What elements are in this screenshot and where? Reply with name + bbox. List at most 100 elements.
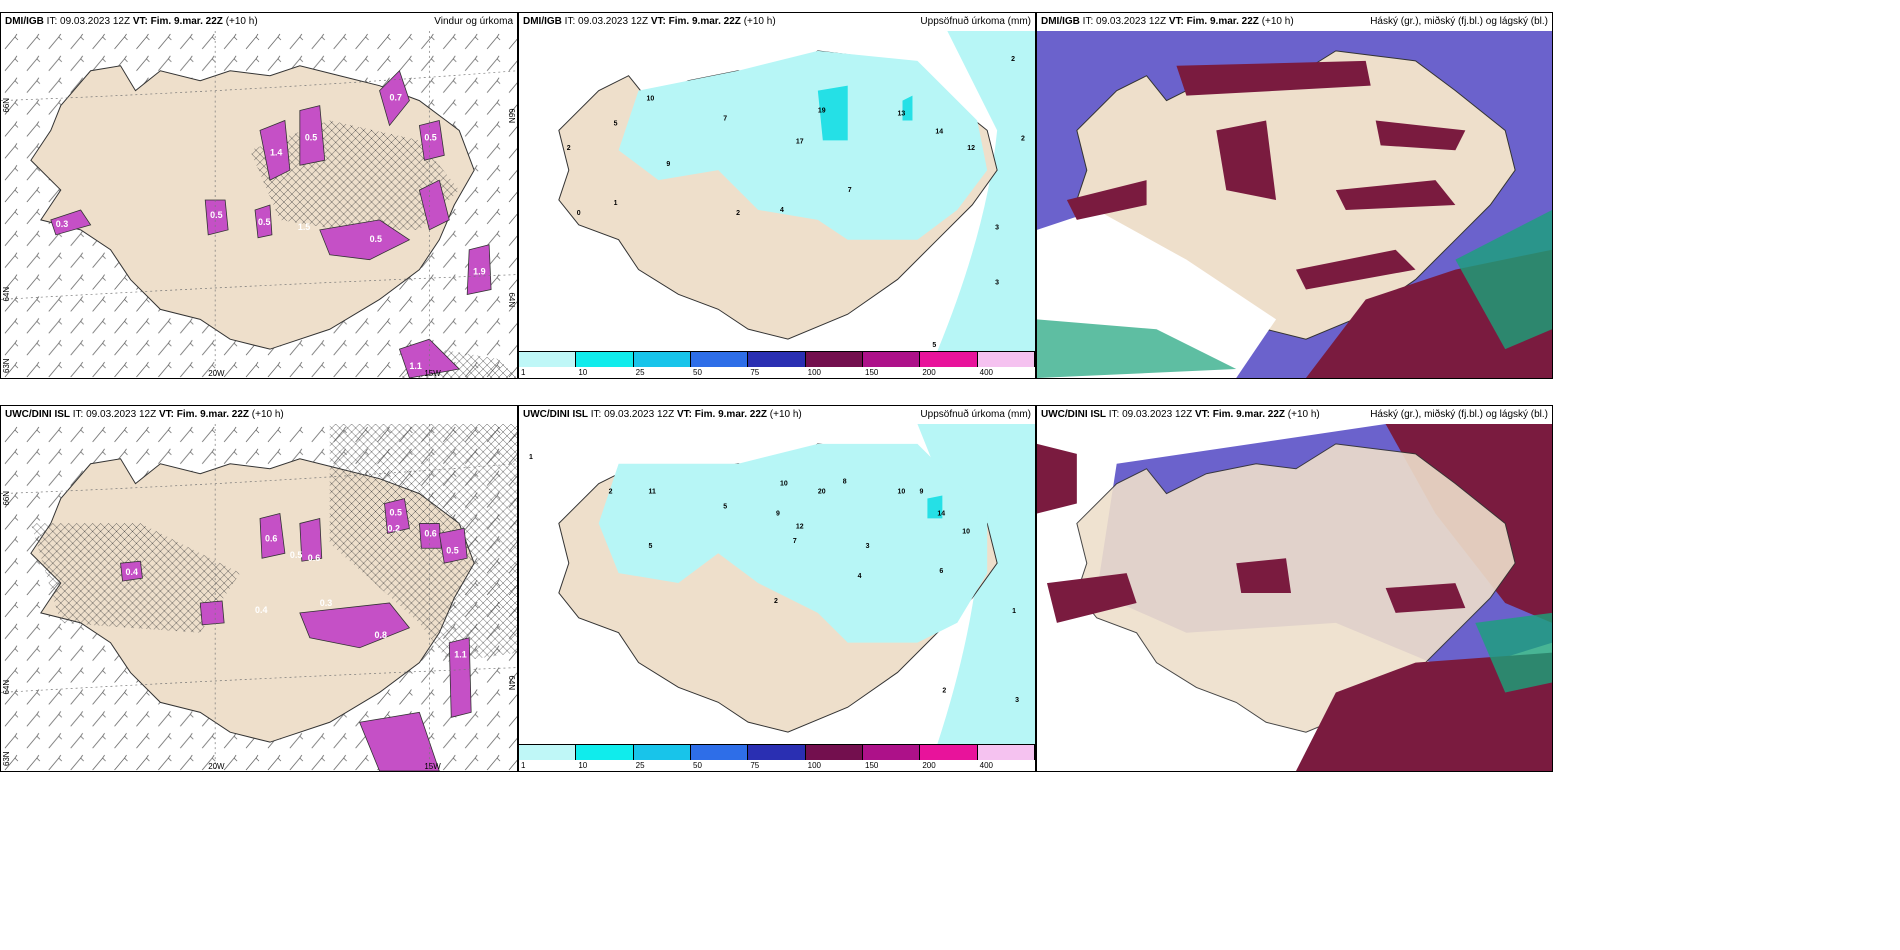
value-label: 0.7 (389, 93, 401, 103)
value-label: 3 (995, 225, 999, 232)
value-label: 0.5 (305, 132, 317, 142)
value-label: 7 (848, 187, 852, 194)
init-time: IT: 09.03.2023 12Z (1082, 16, 1167, 27)
value-label: 0.8 (375, 630, 387, 640)
value-label: 9 (666, 161, 670, 168)
colorbar-tick: 50 (693, 368, 702, 377)
model-name: DMI/IGB (5, 16, 44, 27)
accum-precip-map: 1 2 11 10 20 8 10 9 14 5 7 12 9 3 2 4 6 … (519, 424, 1035, 744)
model-name: UWC/DINI ISL (1041, 409, 1106, 420)
panel-accum-precip-uwc: UWC/DINI ISL IT: 09.03.2023 12Z VT: Fim.… (518, 405, 1036, 772)
colorbar-swatch (920, 351, 978, 367)
colorbar-tick: 100 (807, 368, 822, 377)
value-label: 0.4 (126, 567, 138, 577)
colorbar-swatch (576, 744, 634, 760)
valid-time: VT: Fim. 9.mar. 22Z (650, 16, 741, 27)
lead-time: (+10 h) (769, 409, 802, 420)
precip-area (299, 517, 323, 562)
panel-title: Vindur og úrkoma (434, 16, 513, 27)
value-label: 6 (939, 568, 943, 575)
precip-area (418, 119, 445, 161)
cloud-cover-map (1037, 424, 1552, 771)
panel-accum-precip-dmi: DMI/IGB IT: 09.03.2023 12Z VT: Fim. 9.ma… (518, 12, 1036, 379)
lat-label: 64N (507, 292, 516, 307)
lat-label: 63N (2, 751, 11, 766)
colorbar-swatch (633, 351, 691, 367)
precip-area (398, 338, 461, 378)
lon-label: 15W (424, 762, 441, 771)
precip-area (120, 560, 143, 582)
value-label: 2 (736, 210, 740, 217)
value-label: 0.5 (446, 545, 458, 555)
value-label: 0.6 (308, 553, 320, 563)
value-label: 0.4 (255, 605, 267, 615)
value-label: 0.3 (320, 598, 332, 608)
colorbar-tick: 1 (521, 761, 526, 770)
valid-time: VT: Fim. 9.mar. 22Z (676, 409, 768, 420)
lat-label: 63N (2, 358, 11, 373)
cloud-cover-map (1037, 31, 1552, 378)
colorbar-tick: 400 (979, 368, 994, 377)
panel-clouds-uwc: UWC/DINI ISL IT: 09.03.2023 12Z VT: Fim.… (1036, 405, 1553, 772)
colorbar-tick: 50 (693, 761, 702, 770)
lead-time: (+10 h) (225, 16, 258, 27)
panel-header: DMI/IGB IT: 09.03.2023 12Z VT: Fim. 9.ma… (1, 13, 517, 31)
value-label: 0.5 (424, 132, 436, 142)
value-label: 0.3 (56, 219, 68, 229)
lon-label: 20W (208, 369, 225, 378)
panel-header: UWC/DINI ISL IT: 09.03.2023 12Z VT: Fim.… (1037, 406, 1552, 424)
precip-area (384, 498, 410, 534)
value-label: 1.4 (270, 147, 282, 157)
value-label: 1.1 (409, 361, 421, 371)
accum-precip-map: 10 5 2 7 19 13 17 14 12 9 7 4 2 1 0 2 2 … (519, 31, 1035, 351)
value-label: 1 (614, 200, 618, 207)
value-label: 5 (614, 120, 618, 127)
value-label: 1.1 (454, 650, 466, 660)
value-label: 2 (609, 489, 613, 496)
model-name: DMI/IGB (523, 16, 562, 27)
precip-area (259, 512, 286, 559)
value-label: 2 (567, 145, 571, 152)
value-label: 1 (1012, 608, 1016, 615)
value-label: 9 (919, 489, 923, 496)
value-label: 1 (529, 454, 533, 461)
value-label: 10 (962, 528, 970, 535)
panel-header: UWC/DINI ISL IT: 09.03.2023 12Z VT: Fim.… (519, 406, 1035, 424)
wind-precip-map: 0.7 1.4 0.5 0.3 0.5 1.5 0.5 1.9 1.1 0.5 … (1, 31, 517, 378)
value-label: 9 (776, 510, 780, 517)
colorbar-tick: 25 (635, 368, 645, 377)
valid-time: VT: Fim. 9.mar. 22Z (1194, 409, 1286, 420)
value-label: 3 (995, 279, 999, 286)
colorbar-swatch (748, 351, 806, 367)
value-label: 1.9 (473, 267, 485, 277)
value-label: 0.5 (389, 507, 401, 517)
init-time: IT: 09.03.2023 12Z (72, 409, 157, 420)
precip-area (254, 204, 273, 239)
value-label: 12 (796, 523, 804, 530)
colorbar-swatch (977, 744, 1035, 760)
panel-header: DMI/IGB IT: 09.03.2023 12Z VT: Fim. 9.ma… (1037, 13, 1552, 31)
panel-title: Uppsöfnuð úrkoma (mm) (920, 16, 1031, 27)
colorbar-tick: 75 (750, 368, 760, 377)
value-label: 0.5 (290, 550, 302, 560)
lat-label: 66N (2, 98, 11, 113)
colorbar-swatch (519, 351, 577, 367)
colorbar-swatch (805, 744, 863, 760)
panel-title: Háský (gr.), miðský (fj.bl.) og lágský (… (1370, 409, 1548, 420)
precip-area (418, 179, 450, 231)
colorbar-swatch (691, 744, 749, 760)
value-label: 20 (818, 489, 826, 496)
lead-time: (+10 h) (1261, 16, 1294, 27)
colorbar-swatch (977, 351, 1035, 367)
init-time: IT: 09.03.2023 12Z (590, 409, 675, 420)
value-label: 2 (942, 687, 946, 694)
colorbar: 1 10 25 50 75 100 150 200 400 (519, 744, 1035, 771)
value-label: 0.6 (424, 528, 436, 538)
iceland-land (1076, 443, 1516, 733)
value-label: 2 (1021, 135, 1025, 142)
panel-title: Uppsöfnuð úrkoma (mm) (920, 409, 1031, 420)
valid-time: VT: Fim. 9.mar. 22Z (1168, 16, 1259, 27)
value-label: 4 (780, 207, 784, 214)
colorbar-tick: 10 (578, 368, 588, 377)
precip-area (259, 119, 291, 181)
